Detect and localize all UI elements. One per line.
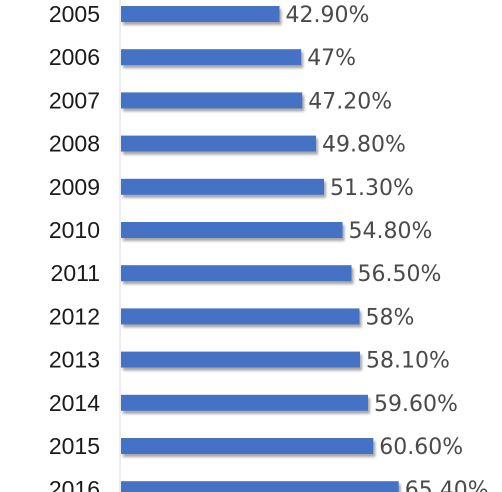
category-label-2010: 2010: [49, 217, 100, 243]
category-label-2013: 2013: [49, 347, 100, 373]
data-label-2015: 60.60%: [379, 435, 463, 460]
category-label-2007: 2007: [49, 87, 100, 113]
bar-2013: [121, 351, 361, 368]
category-label-2008: 2008: [49, 131, 100, 157]
data-label-2007: 47.20%: [308, 89, 392, 114]
category-label-2016: 2016: [49, 476, 100, 492]
data-label-2014: 59.60%: [374, 392, 458, 417]
category-label-2015: 2015: [49, 433, 100, 459]
data-label-2013: 58.10%: [366, 349, 450, 374]
bar-2011: [121, 265, 352, 282]
data-label-2012: 58%: [366, 305, 415, 330]
bar-2008: [121, 135, 317, 152]
bar-2006: [121, 49, 302, 66]
bar-2010: [121, 222, 343, 238]
data-label-2016: 65.40%: [405, 478, 489, 492]
category-label-2006: 2006: [49, 44, 100, 70]
data-label-2010: 54.80%: [349, 219, 433, 244]
bar-2007: [121, 92, 303, 109]
bar-2012: [121, 308, 360, 325]
bars-group: [121, 6, 399, 492]
labels-group: 2005 42.90% 2006 47% 2007 47.20% 2008 49.80% 200…: [49, 1, 489, 492]
data-label-2005: 42.90%: [285, 3, 369, 28]
category-label-2012: 2012: [49, 303, 100, 329]
data-label-2011: 56.50%: [358, 262, 442, 287]
bar-2005: [121, 6, 280, 22]
data-label-2006: 47%: [307, 46, 356, 71]
bar-2009: [121, 178, 324, 195]
bar-2016: [121, 481, 399, 492]
category-label-2014: 2014: [49, 390, 100, 416]
data-label-2008: 49.80%: [322, 133, 406, 158]
bar-2015: [121, 438, 374, 454]
bar-2014: [121, 394, 368, 411]
category-label-2005: 2005: [49, 1, 100, 27]
data-label-2009: 51.30%: [330, 176, 414, 201]
category-label-2009: 2009: [49, 174, 100, 200]
category-label-2011: 2011: [51, 260, 100, 286]
